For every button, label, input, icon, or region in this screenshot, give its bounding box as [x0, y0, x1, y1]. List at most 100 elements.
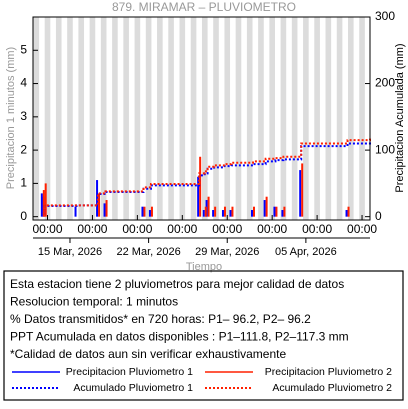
- night-band: [190, 17, 197, 220]
- precip-bar: [96, 180, 99, 217]
- night-band: [112, 17, 118, 220]
- night-band: [258, 17, 264, 220]
- precip-bar: [207, 196, 210, 217]
- info-box: [3, 270, 404, 401]
- info-line: *Calidad de datos aun sin verificar exha…: [10, 347, 286, 361]
- night-band: [213, 17, 219, 220]
- y2-tick-label: 200: [375, 76, 395, 90]
- y-tick-label: 2: [20, 142, 27, 156]
- night-band: [123, 17, 129, 220]
- precip-bar: [143, 206, 146, 217]
- y-tick-label: 1: [20, 176, 27, 190]
- precip-bar: [250, 210, 253, 217]
- night-band: [246, 17, 253, 220]
- precip-bar: [223, 206, 226, 217]
- precip-bar: [105, 200, 108, 217]
- night-band: [55, 17, 62, 220]
- night-band: [359, 17, 365, 220]
- night-band: [325, 17, 332, 220]
- precip-bar: [301, 163, 304, 217]
- date-tick-label: 22 Mar, 2026: [117, 246, 181, 258]
- precip-bar: [212, 210, 215, 217]
- precip-bar: [275, 206, 278, 217]
- night-band: [157, 17, 163, 220]
- y-axis-label: Precipitacion 1 minutos (mm): [5, 47, 17, 189]
- night-band: [348, 17, 354, 220]
- precip-bar: [103, 203, 106, 217]
- precip-bar: [265, 196, 268, 217]
- precip-bar: [221, 210, 224, 217]
- night-band: [145, 17, 152, 220]
- legend-label: Precipitacion Pluviometro 1: [66, 366, 193, 378]
- accumulated-line: [42, 138, 371, 215]
- x-axis-label: Tiempo: [186, 261, 222, 273]
- precip-bar: [345, 210, 348, 217]
- night-band: [179, 17, 186, 220]
- night-band: [168, 17, 174, 220]
- y-tick-label: 5: [20, 42, 27, 56]
- precip-bar: [74, 206, 77, 217]
- info-line: Esta estacion tiene 2 pluviometros para …: [10, 277, 344, 291]
- y-tick-label: 0: [20, 209, 27, 223]
- precip-bar: [214, 206, 217, 217]
- precip-bar: [141, 206, 144, 217]
- legend-label: Acumulado Pluviometro 1: [73, 382, 193, 394]
- precip-bar: [199, 156, 202, 217]
- night-band: [67, 17, 73, 220]
- x-tick-label: 00:00: [257, 222, 287, 236]
- y2-tick-label: 0: [375, 209, 382, 223]
- info-line: Resolucion temporal: 1 minutos: [10, 295, 178, 309]
- night-band: [280, 17, 287, 220]
- night-band: [33, 17, 40, 220]
- precip-bar: [281, 210, 284, 217]
- plot-frame: [32, 16, 371, 221]
- night-band: [314, 17, 320, 220]
- y2-tick-label: 100: [375, 142, 395, 156]
- y-tick-label: 3: [20, 109, 27, 123]
- info-line: % Datos transmitidos* en 720 horas: P1– …: [10, 312, 311, 326]
- legend-label: Acumulado Pluviometro 2: [272, 382, 392, 394]
- night-band: [269, 17, 275, 220]
- night-band: [291, 17, 298, 220]
- night-band: [100, 17, 107, 220]
- night-band: [89, 17, 96, 220]
- precip-bar: [299, 170, 302, 217]
- night-shading: [33, 17, 365, 220]
- precip-bar: [273, 206, 276, 217]
- precip-bar: [229, 210, 232, 217]
- precip-bar: [98, 193, 101, 217]
- x-tick-label: 00:00: [167, 222, 197, 236]
- legend-label: Precipitacion Pluviometro 2: [265, 366, 392, 378]
- precip-bar: [202, 210, 205, 217]
- precip-bar: [42, 190, 45, 217]
- date-tick-label: 29 Mar, 2026: [195, 246, 259, 258]
- chart-title: 879. MIRAMAR – PLUVIOMETRO: [112, 0, 296, 14]
- precip-bar: [263, 200, 266, 217]
- night-band: [44, 17, 51, 220]
- night-band: [235, 17, 242, 220]
- night-band: [336, 17, 343, 220]
- night-band: [78, 17, 85, 220]
- precip-bar: [197, 176, 200, 217]
- date-tick-label: 15 Mar, 2026: [38, 246, 102, 258]
- x-tick-label: 00:00: [302, 222, 332, 236]
- x-tick-label: 00:00: [32, 222, 62, 236]
- night-band: [134, 17, 141, 220]
- precip-bar: [204, 206, 207, 217]
- precip-bar: [252, 206, 255, 217]
- precip-bar: [231, 206, 234, 217]
- x-tick-label: 00:00: [347, 222, 377, 236]
- precip-bar: [148, 210, 151, 217]
- precip-bar: [150, 206, 153, 217]
- night-band: [303, 17, 309, 220]
- info-line: PPT Acumulada en datos disponibles : P1–…: [10, 330, 349, 344]
- x-tick-label: 00:00: [212, 222, 242, 236]
- x-tick-label: 00:00: [122, 222, 152, 236]
- precip-bar: [44, 183, 47, 217]
- y2-axis-label: Precipitacion Acumulada (mm): [394, 43, 406, 192]
- y2-tick-label: 300: [375, 9, 395, 23]
- y-tick-label: 4: [20, 76, 27, 90]
- x-tick-label: 00:00: [77, 222, 107, 236]
- night-band: [201, 17, 208, 220]
